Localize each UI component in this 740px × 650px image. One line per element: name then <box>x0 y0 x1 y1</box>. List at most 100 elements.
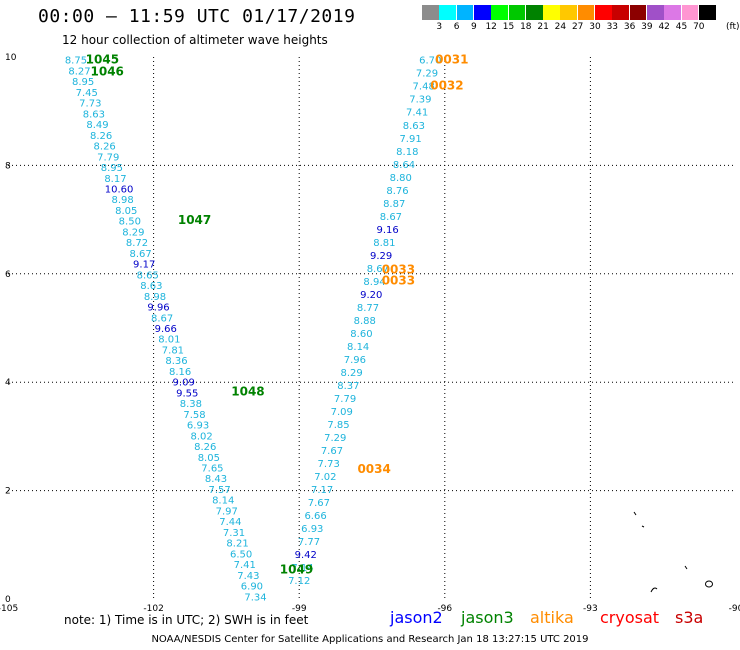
legend-swatch <box>664 5 681 20</box>
wave-height-value: 8.65 <box>137 270 159 281</box>
wave-height-value: 8.95 <box>72 77 94 88</box>
y-tick-label: 8 <box>5 161 11 171</box>
pass-time-label: 1047 <box>178 213 211 227</box>
wave-height-value: 8.14 <box>212 496 234 507</box>
wave-height-value: 8.63 <box>83 109 105 120</box>
wave-height-value: 8.26 <box>94 142 116 153</box>
wave-height-value: 7.29 <box>324 433 346 444</box>
pass-time-label: 0034 <box>357 462 390 476</box>
legend-swatch <box>543 5 560 20</box>
wave-height-value: 7.48 <box>413 82 435 93</box>
wave-height-value: 8.94 <box>363 277 385 288</box>
wave-height-value: 7.29 <box>416 69 438 80</box>
legend-swatch <box>612 5 630 20</box>
wave-height-value: 6.93 <box>301 524 323 535</box>
wave-height-value: 6.70 <box>419 56 441 67</box>
map-subtitle: 12 hour collection of altimeter wave hei… <box>62 33 328 47</box>
wave-height-value: 7.67 <box>321 446 343 457</box>
x-tick-label: -96 <box>437 604 452 614</box>
wave-height-value: 7.09 <box>331 407 353 418</box>
wave-height-value: 8.36 <box>165 356 187 367</box>
x-tick-label: -90 <box>729 604 740 614</box>
x-tick-label: -99 <box>292 604 307 614</box>
wave-height-value: 7.14 <box>291 563 313 574</box>
wave-height-value: 8.63 <box>140 281 162 292</box>
wave-height-value: 6.93 <box>187 421 209 432</box>
wave-height-value: 8.67 <box>151 313 173 324</box>
wave-height-value: 8.37 <box>337 381 359 392</box>
legend-swatch <box>422 5 439 20</box>
wave-height-value: 6.90 <box>241 582 263 593</box>
coastline-fragment <box>633 511 637 516</box>
legend-swatch <box>629 5 647 20</box>
legend-tick-label: 70 <box>693 22 705 32</box>
wave-height-value: 8.38 <box>180 399 202 410</box>
wave-height-value: 6.66 <box>304 511 326 522</box>
wave-height-value: 9.42 <box>295 550 317 561</box>
wave-height-value: 8.87 <box>383 199 405 210</box>
wave-height-value: 8.18 <box>396 147 418 158</box>
legend-tick-label: 21 <box>537 22 549 32</box>
y-tick-label: 2 <box>5 487 11 497</box>
wave-height-value: 7.58 <box>183 410 205 421</box>
legend-tick-label: 39 <box>641 22 653 32</box>
x-tick-label: -105 <box>0 604 18 614</box>
pass-time-label: 0033 <box>382 273 415 287</box>
legend-swatch <box>595 5 612 20</box>
wave-height-value: 7.96 <box>344 355 366 366</box>
legend-swatch <box>560 5 578 20</box>
pass-time-label: 1045 <box>86 53 119 67</box>
wave-height-value: 7.79 <box>97 152 119 163</box>
wave-height-value: 8.02 <box>191 431 213 442</box>
y-tick-label: 4 <box>5 378 11 388</box>
wave-height-value: 8.95 <box>101 163 123 174</box>
legend-tick-label: 3 <box>436 22 443 32</box>
credit-line: NOAA/NESDIS Center for Satellite Applica… <box>151 634 589 645</box>
pass-time-label: 0032 <box>430 79 463 93</box>
pass-time-label: 0033 <box>382 262 415 276</box>
wave-height-value: 8.67 <box>367 264 389 275</box>
wave-height-value: 8.60 <box>350 329 372 340</box>
wave-height-value: 7.31 <box>223 528 245 539</box>
legend-tick-label: 9 <box>471 22 477 32</box>
wave-height-value: 7.41 <box>406 108 428 119</box>
wave-height-value: 7.34 <box>244 592 266 603</box>
satellite-legend-item: jason2 <box>390 608 443 627</box>
legend-tick-label: 45 <box>675 22 688 32</box>
wave-height-value: 8.43 <box>205 474 227 485</box>
wave-height-value: 8.29 <box>122 227 144 238</box>
wave-height-value: 8.72 <box>126 238 148 249</box>
wave-height-value: 10.60 <box>105 184 134 195</box>
wave-height-value: 7.73 <box>318 459 340 470</box>
satellite-legend-item: altika <box>530 608 574 627</box>
x-tick-label: -102 <box>143 604 163 614</box>
coastline-fragment <box>641 525 645 528</box>
wave-height-value: 7.57 <box>208 485 230 496</box>
wave-height-value: 7.45 <box>76 88 98 99</box>
legend-unit: (ft) <box>726 22 740 32</box>
wave-height-value: 6.50 <box>230 549 252 560</box>
wave-height-value: 8.29 <box>340 368 362 379</box>
legend-tick-label: 30 <box>589 22 601 32</box>
pass-time-label: 0031 <box>435 53 468 67</box>
legend-swatch <box>577 5 595 20</box>
wave-height-value: 8.77 <box>357 303 379 314</box>
wave-height-value: 7.67 <box>308 498 330 509</box>
wave-height-value: 9.20 <box>360 290 382 301</box>
wave-height-value: 7.12 <box>288 576 310 587</box>
wave-height-value: 8.75 <box>65 56 87 67</box>
wave-height-value: 8.81 <box>373 238 395 249</box>
wave-height-value: 8.05 <box>198 453 220 464</box>
coastline-fragment <box>684 565 688 570</box>
legend-tick-label: 15 <box>502 22 515 32</box>
x-tick-label: -93 <box>583 604 598 614</box>
legend-swatch <box>646 5 664 20</box>
y-tick-label: 0 <box>5 595 11 605</box>
legend-swatch <box>698 5 716 20</box>
wave-height-value: 8.27 <box>68 66 90 77</box>
wave-height-value: 9.66 <box>155 324 177 335</box>
wave-height-value: 7.81 <box>162 345 184 356</box>
wave-height-value: 8.50 <box>119 217 141 228</box>
legend-swatch <box>508 5 526 20</box>
legend-tick-label: 6 <box>453 22 460 32</box>
